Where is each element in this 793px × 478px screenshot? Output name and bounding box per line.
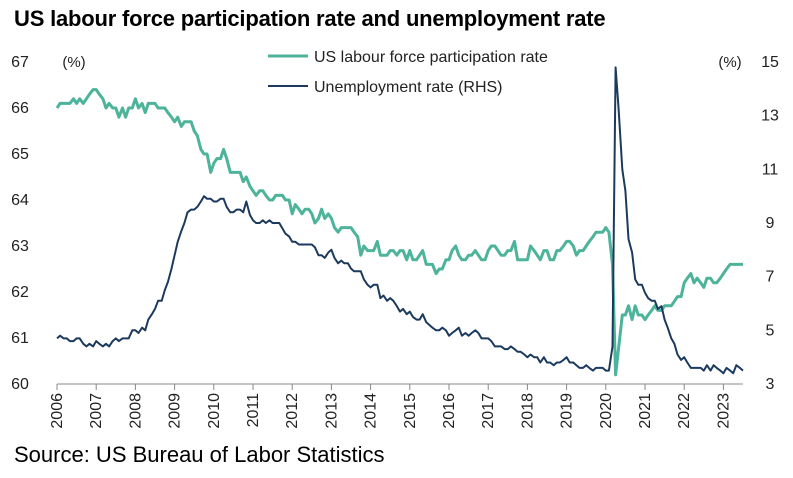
left-tick-label: 60 xyxy=(11,376,29,393)
right-tick-label: 3 xyxy=(766,376,775,393)
unemployment-rate-line xyxy=(56,66,744,375)
legend-label-participation: US labour force participation rate xyxy=(314,49,548,66)
x-tick-label: 2007 xyxy=(88,393,105,429)
x-tick-label: 2006 xyxy=(49,393,66,429)
right-tick-label: 13 xyxy=(761,108,779,125)
right-tick-label: 15 xyxy=(761,54,779,71)
series-layer xyxy=(55,66,744,377)
left-tick-label: 64 xyxy=(11,192,29,209)
right-axis: 3 5 7 9 11 13 15 xyxy=(761,54,779,393)
right-axis-unit-label: (%) xyxy=(718,54,741,71)
x-tick-label: 2022 xyxy=(676,393,693,429)
left-axis: 60 61 62 63 64 65 66 67 xyxy=(11,54,29,393)
x-tick-label: 2014 xyxy=(363,393,380,429)
left-tick-label: 63 xyxy=(11,238,29,255)
x-tick-label: 2013 xyxy=(323,393,340,429)
x-tick-label: 2011 xyxy=(245,393,262,428)
x-tick-label: 2015 xyxy=(402,393,419,429)
x-axis: 2006 2007 2008 2009 2010 2011 2012 2013 2014 2015… xyxy=(49,383,743,429)
chart-title: US labour force participation rate and u… xyxy=(14,6,606,31)
left-tick-label: 62 xyxy=(11,284,29,301)
left-axis-unit-label: (%) xyxy=(62,54,85,71)
x-tick-label: 2012 xyxy=(284,393,301,429)
x-tick-label: 2020 xyxy=(598,393,615,429)
right-tick-label: 5 xyxy=(766,322,775,339)
right-tick-label: 7 xyxy=(766,269,775,286)
left-tick-label: 67 xyxy=(11,54,29,71)
participation-rate-line xyxy=(55,88,743,377)
x-tick-label: 2017 xyxy=(480,393,497,429)
source-note: Source: US Bureau of Labor Statistics xyxy=(14,442,385,467)
x-tick-label: 2009 xyxy=(167,393,184,429)
left-tick-label: 66 xyxy=(11,100,29,117)
x-tick-label: 2008 xyxy=(127,393,144,429)
x-tick-label: 2021 xyxy=(637,393,654,429)
right-tick-label: 9 xyxy=(766,215,775,232)
x-tick-label: 2019 xyxy=(559,393,576,429)
left-tick-label: 65 xyxy=(11,146,29,163)
x-tick-label: 2016 xyxy=(441,393,458,429)
legend: US labour force participation rate Unempl… xyxy=(268,49,548,96)
left-tick-label: 61 xyxy=(11,330,29,347)
x-tick-label: 2023 xyxy=(715,393,732,429)
legend-label-unemployment: Unemployment rate (RHS) xyxy=(314,79,503,96)
x-tick-label: 2018 xyxy=(519,393,536,429)
x-tick-label: 2010 xyxy=(206,393,223,429)
right-tick-label: 11 xyxy=(762,161,779,178)
